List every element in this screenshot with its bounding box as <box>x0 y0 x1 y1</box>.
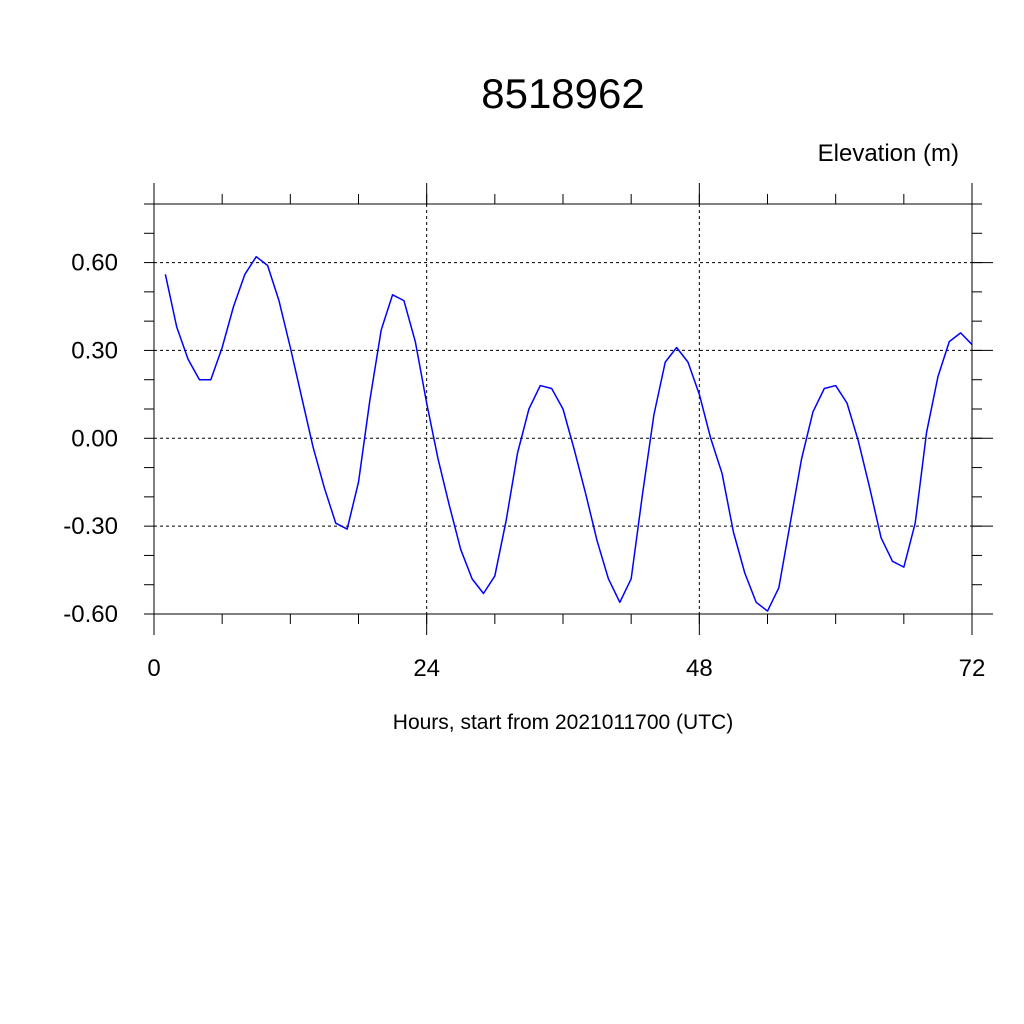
series-line <box>164 255 973 612</box>
x-axis-label: Hours, start from 2021011700 (UTC) <box>393 711 733 734</box>
axis-ticks <box>144 183 993 635</box>
series-group <box>164 255 973 612</box>
y-axis-label: Elevation (m) <box>818 140 959 167</box>
x-tick-label: 72 <box>959 655 986 682</box>
x-tick-label: 24 <box>413 655 440 682</box>
y-tick-labels: -0.60 -0.30 0.00 0.30 0.60 <box>63 250 118 628</box>
x-tick-label: 0 <box>147 655 160 682</box>
y-tick-label: 0.00 <box>71 425 118 452</box>
x-tick-labels: 0 24 48 72 <box>147 655 985 682</box>
y-tick-label: -0.30 <box>63 513 118 540</box>
plot-frame <box>153 203 973 615</box>
y-tick-label: 0.60 <box>71 250 118 277</box>
chart-title: 8518962 <box>481 70 645 117</box>
y-tick-label: -0.60 <box>63 601 118 628</box>
y-tick-label: 0.30 <box>71 337 118 364</box>
x-tick-label: 48 <box>686 655 713 682</box>
